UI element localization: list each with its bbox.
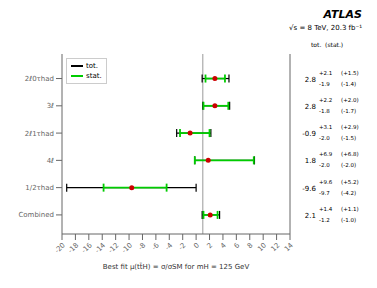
svg-text:-1.2: -1.2 [319,217,330,223]
svg-text:(+5.2): (+5.2) [341,179,359,185]
svg-text:4ℓ: 4ℓ [47,157,54,165]
svg-text:-10: -10 [120,241,134,255]
svg-text:+9.6: +9.6 [319,179,333,185]
svg-text:(+1.1): (+1.1) [341,206,359,212]
svg-text:8: 8 [246,241,255,250]
svg-text:Combined: Combined [18,211,54,219]
svg-text:-0.9: -0.9 [302,130,316,138]
svg-text:1/2τhad: 1/2τhad [25,184,54,192]
svg-text:-2.0: -2.0 [319,162,330,168]
svg-text:-9.6: -9.6 [302,185,316,193]
svg-text:-6: -6 [150,241,161,252]
svg-text:2.8: 2.8 [305,103,316,111]
svg-text:-18: -18 [67,241,81,255]
svg-text:-8: -8 [137,241,148,252]
svg-text:-2.0: -2.0 [319,135,330,141]
svg-text:-1.9: -1.9 [319,81,330,87]
svg-text:6: 6 [232,241,241,250]
svg-text:+2.2: +2.2 [319,97,332,103]
svg-text:12: 12 [270,241,282,253]
html-text:√s = 8 TeV, 20.3 fb⁻¹: √s = 8 TeV, 20.3 fb⁻¹ [289,24,362,32]
svg-text:4: 4 [219,241,228,250]
svg-text:(+2.9): (+2.9) [341,124,359,130]
svg-text:-9.7: -9.7 [319,190,330,196]
svg-text:-12: -12 [107,241,121,255]
svg-text:(-1.0): (-1.0) [341,217,356,223]
svg-text:0: 0 [192,241,201,250]
svg-text:-16: -16 [80,241,94,255]
svg-text:-14: -14 [93,241,107,255]
svg-text:2ℓ1τhad: 2ℓ1τhad [25,130,54,138]
svg-text:(+2.0): (+2.0) [341,97,359,103]
svg-text:Best fit μ(tt̄H) = σ/σSM for m: Best fit μ(tt̄H) = σ/σSM for mH = 125 Ge… [103,262,250,271]
svg-text:2.8: 2.8 [305,76,316,84]
html-text:ATLAS: ATLAS [323,8,362,21]
svg-text:10: 10 [256,241,268,253]
svg-text:14: 14 [283,241,295,253]
svg-text:2.1: 2.1 [305,212,316,220]
svg-text:2: 2 [206,241,215,250]
svg-text:+6.9: +6.9 [319,151,333,157]
svg-text:(-4.2): (-4.2) [341,190,356,196]
svg-text:(-1.5): (-1.5) [341,135,356,141]
svg-text:1.8: 1.8 [305,157,316,165]
svg-text:2ℓ0τhad: 2ℓ0τhad [25,75,54,83]
svg-text:-2: -2 [177,241,188,252]
svg-text:-20: -20 [53,241,67,255]
svg-text:+3.1: +3.1 [319,124,332,130]
html-text:stat.: stat. [86,72,102,80]
svg-text:+2.1: +2.1 [319,70,332,76]
svg-text:(-2.0): (-2.0) [341,162,356,168]
svg-text:-4: -4 [164,241,175,252]
svg-text:(+6.8): (+6.8) [341,151,359,157]
svg-text:+1.4: +1.4 [319,206,333,212]
svg-text:(+1.5): (+1.5) [341,70,359,76]
svg-text:(-1.4): (-1.4) [341,81,356,87]
svg-text:3ℓ: 3ℓ [47,102,54,110]
html-text:tot. (stat.): tot. (stat.) [311,41,344,48]
svg-text:(-1.7): (-1.7) [341,108,356,114]
html-text:tot.: tot. [86,62,98,70]
svg-text:-1.8: -1.8 [319,108,330,114]
